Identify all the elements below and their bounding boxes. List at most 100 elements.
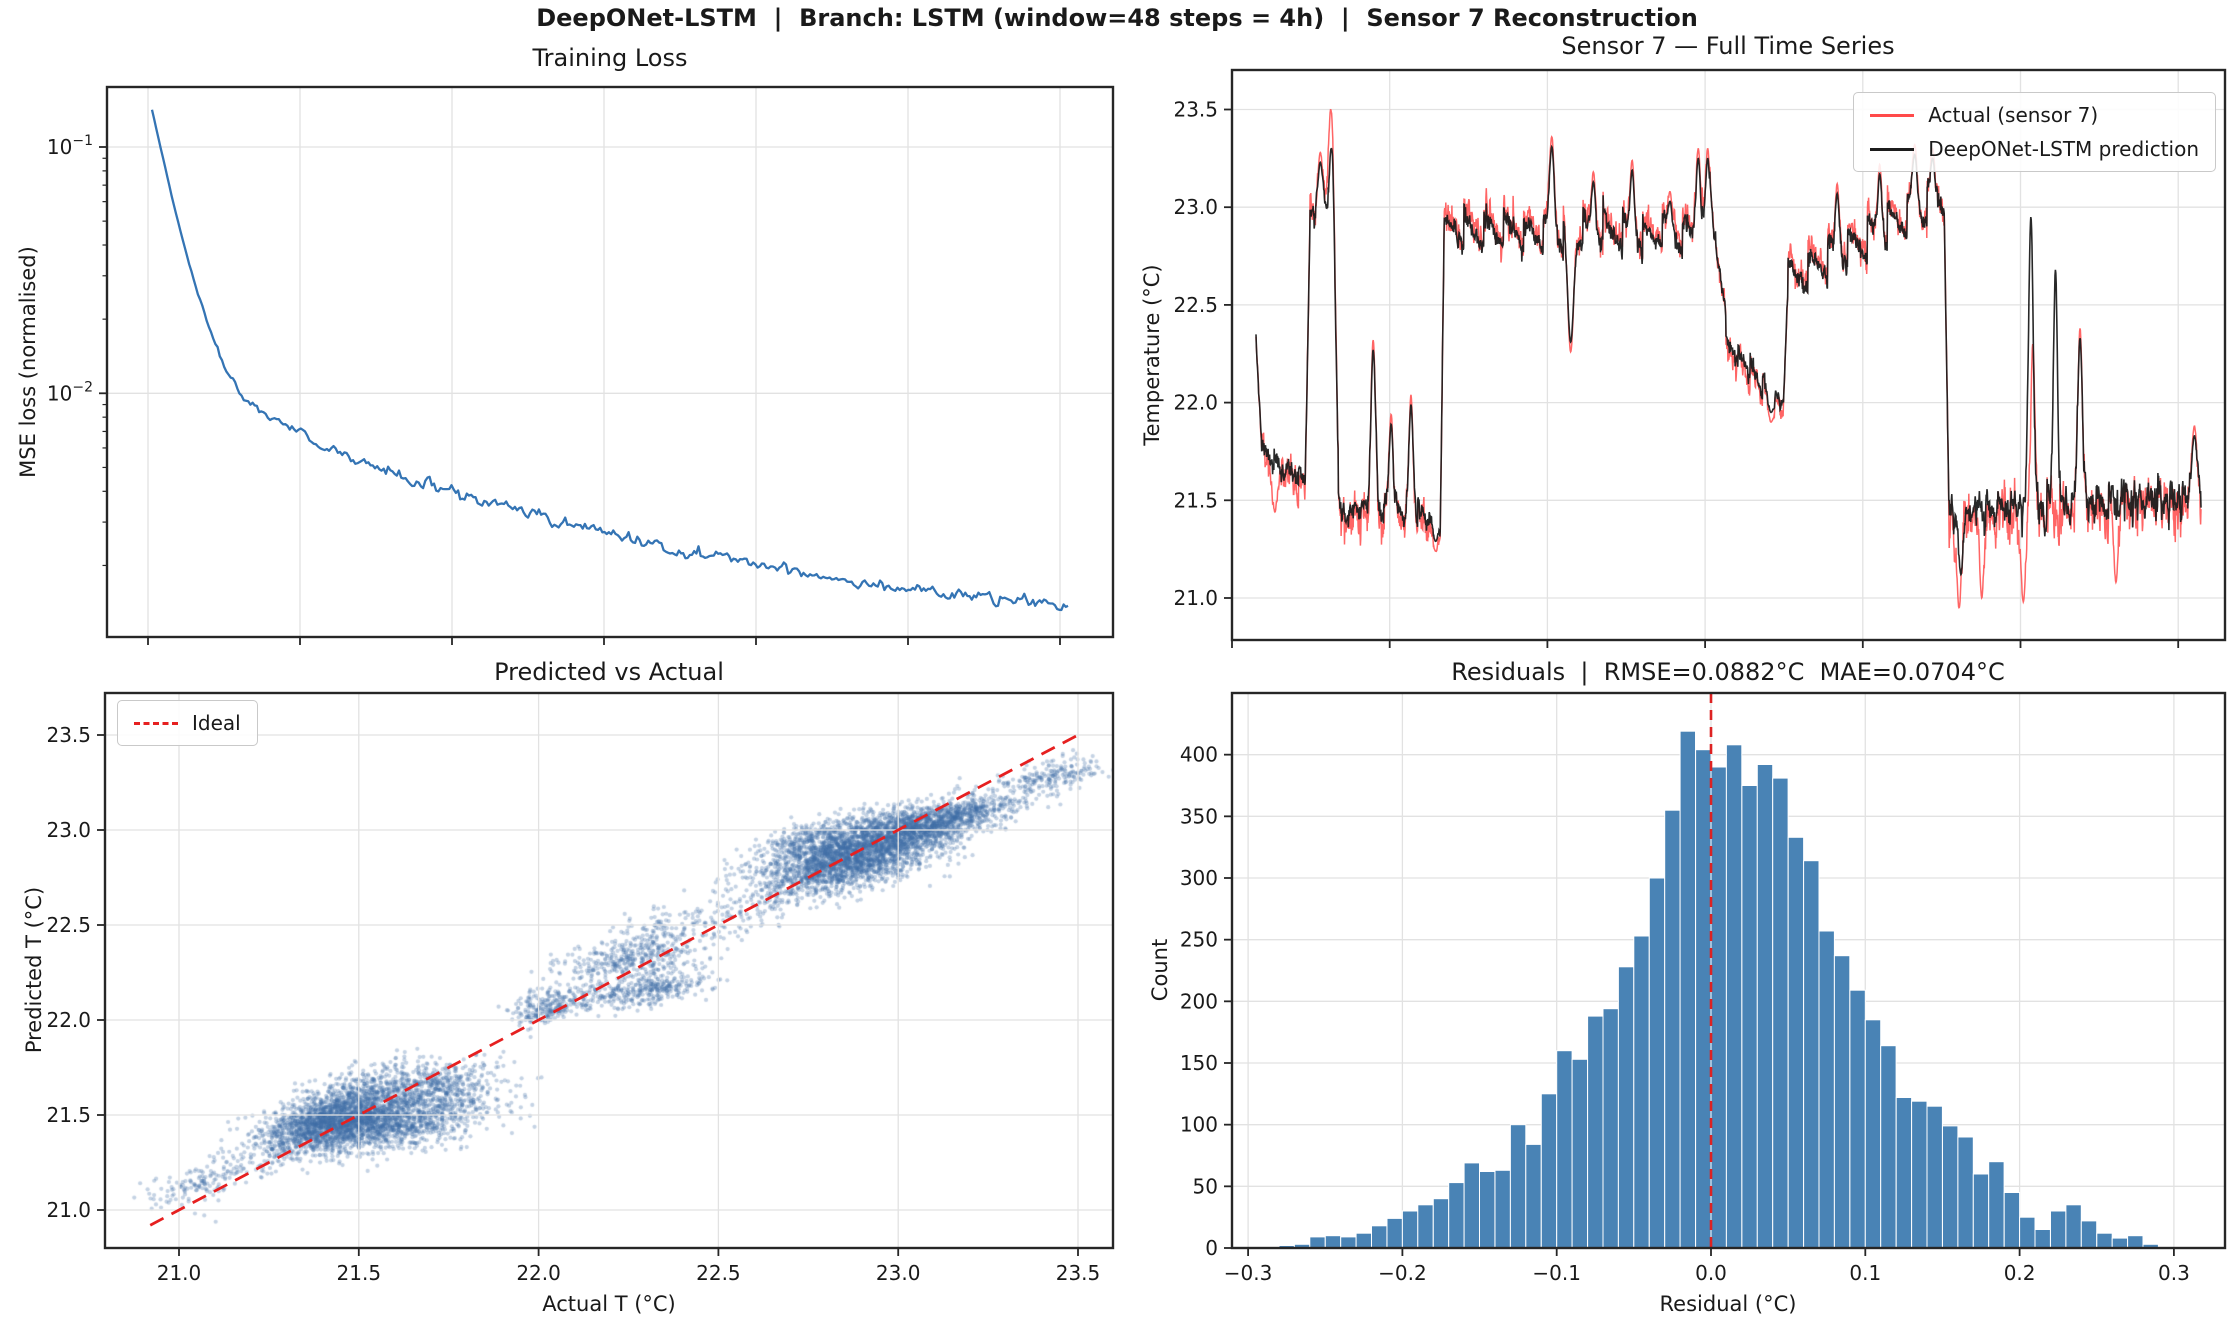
histogram-bar xyxy=(1648,877,1666,1249)
histogram-bar xyxy=(1849,989,1866,1249)
histogram-bar xyxy=(1988,1161,2005,1249)
tick-label: −0.2 xyxy=(1378,1261,1427,1285)
tick-label: 22.0 xyxy=(46,1008,91,1032)
tick-label: 22.5 xyxy=(1173,293,1218,317)
histogram-bar xyxy=(1926,1105,1943,1249)
histogram-bar xyxy=(2080,1220,2098,1249)
tick-label: 10−1 xyxy=(47,133,93,159)
legend-label-actual: Actual (sensor 7) xyxy=(1928,103,2099,127)
histogram-bar xyxy=(1695,749,1712,1249)
prediction-line-swatch xyxy=(1870,147,1915,151)
histogram-bar xyxy=(1525,1143,1542,1249)
tick-label: 150 xyxy=(1180,1051,1218,1075)
histogram-bar xyxy=(1957,1136,1974,1249)
legend-item-actual: Actual (sensor 7) xyxy=(1870,103,2199,127)
tick-label: −0.3 xyxy=(1224,1261,1273,1285)
ideal-line-swatch xyxy=(134,721,178,725)
tick-label: 22.5 xyxy=(696,1261,741,1285)
time-series-title: Sensor 7 — Full Time Series xyxy=(1561,32,1895,60)
actual-line-swatch xyxy=(1870,113,1915,117)
histogram-bar xyxy=(1787,836,1805,1249)
ideal-line xyxy=(149,733,1079,1227)
histogram-bar xyxy=(1818,930,1835,1249)
histogram-bar xyxy=(1401,1210,1419,1249)
tick-label: 400 xyxy=(1180,743,1218,767)
time-series-legend: Actual (sensor 7) DeepONet-LSTM predicti… xyxy=(1853,92,2216,172)
histogram-bar xyxy=(1864,1019,1882,1249)
tick-label: 21.0 xyxy=(46,1198,91,1222)
actual-series-line xyxy=(1255,108,2202,610)
tick-label: 21.0 xyxy=(157,1261,202,1285)
legend-item-prediction: DeepONet-LSTM prediction xyxy=(1870,137,2199,161)
training-loss-curve xyxy=(150,109,1069,612)
histogram-bar xyxy=(1448,1182,1465,1249)
tick-label: 23.0 xyxy=(876,1261,921,1285)
histogram-bar xyxy=(1417,1204,1434,1249)
histogram-bar xyxy=(1725,744,1743,1249)
histogram-bar xyxy=(1972,1173,1990,1249)
tick-label: 50 xyxy=(1193,1174,1218,1198)
ideal-legend: Ideal xyxy=(117,700,258,746)
histogram-bar xyxy=(2065,1204,2082,1249)
histogram-bar xyxy=(1571,1058,1588,1249)
residuals-title: Residuals | RMSE=0.0882°C MAE=0.0704°C xyxy=(1451,658,2005,686)
tick-label: 21.5 xyxy=(337,1261,382,1285)
histogram-bar xyxy=(2034,1229,2051,1249)
legend-label-ideal: Ideal xyxy=(192,711,241,735)
histogram-bar xyxy=(1494,1169,1511,1249)
tick-label: 22.0 xyxy=(1173,391,1218,415)
tick-label: 0 xyxy=(1205,1236,1218,1260)
tick-label: 22.0 xyxy=(516,1261,561,1285)
tick-label: 22.5 xyxy=(46,913,91,937)
histogram-bar xyxy=(1895,1097,1913,1249)
histogram-bar xyxy=(2127,1235,2144,1249)
histogram-bar xyxy=(1710,766,1727,1249)
tick-label: 0.3 xyxy=(2158,1261,2190,1285)
histogram-bar xyxy=(1679,730,1696,1249)
histogram-bar xyxy=(1509,1124,1527,1249)
histogram-bar xyxy=(1324,1235,1342,1249)
histogram-bar xyxy=(2096,1232,2113,1249)
histogram-bar xyxy=(1602,1008,1619,1249)
residuals-xlabel: Residual (°C) xyxy=(1659,1292,1797,1316)
histogram-bar xyxy=(1371,1225,1388,1249)
tick-label: 23.5 xyxy=(46,723,91,747)
histogram-bar xyxy=(1911,1100,1928,1249)
tick-label: 300 xyxy=(1180,866,1218,890)
histogram-bar xyxy=(2003,1192,2021,1249)
histogram-bar xyxy=(1880,1045,1897,1249)
figure-suptitle: DeepONet-LSTM | Branch: LSTM (window=48 … xyxy=(536,4,1698,32)
histogram-bar xyxy=(1479,1171,1496,1249)
tick-label: 0.0 xyxy=(1695,1261,1727,1285)
tick-label: 23.0 xyxy=(46,818,91,842)
histogram-bar xyxy=(1772,777,1789,1249)
histogram-bar xyxy=(1803,860,1820,1249)
tick-label: 21.5 xyxy=(1173,488,1218,512)
histogram-bar xyxy=(1741,785,1758,1249)
histogram-bar xyxy=(1617,966,1635,1249)
tick-label: 23.0 xyxy=(1173,195,1218,219)
scatter-points-canvas xyxy=(105,693,1113,1248)
histogram-bar xyxy=(1432,1198,1450,1249)
histogram-bar xyxy=(1756,764,1774,1249)
histogram-bar xyxy=(1386,1217,1403,1249)
histogram-bar xyxy=(1664,809,1681,1249)
tick-label: 0.2 xyxy=(2004,1261,2036,1285)
histogram-bar xyxy=(2019,1216,2036,1249)
prediction-series-line xyxy=(1255,144,2202,577)
histogram-bar xyxy=(2111,1237,2129,1249)
pred-vs-actual-title: Predicted vs Actual xyxy=(494,658,724,686)
histogram-bar xyxy=(1942,1125,1959,1249)
histogram-bar xyxy=(1587,1015,1604,1249)
tick-label: 10−2 xyxy=(47,379,93,405)
tick-label: 200 xyxy=(1180,989,1218,1013)
legend-item-ideal: Ideal xyxy=(134,711,241,735)
tick-label: 350 xyxy=(1180,804,1218,828)
training-loss-title: Training Loss xyxy=(532,44,688,72)
histogram-bar xyxy=(1355,1232,1372,1249)
legend-label-prediction: DeepONet-LSTM prediction xyxy=(1928,137,2199,161)
histogram-bar xyxy=(2050,1210,2067,1249)
tick-label: 23.5 xyxy=(1173,98,1218,122)
